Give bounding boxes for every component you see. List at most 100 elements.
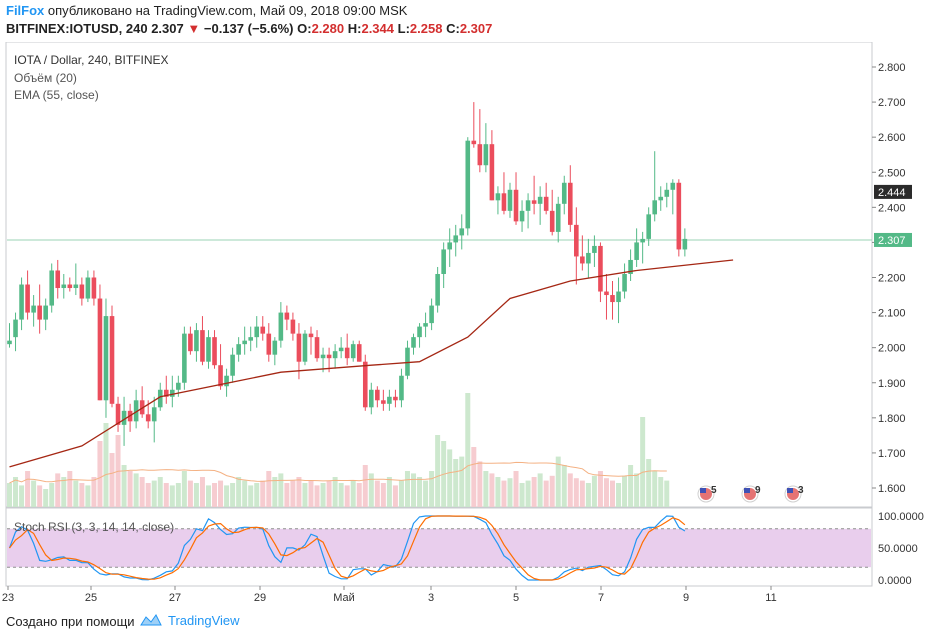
volume-bar [386, 477, 392, 507]
candle-body [194, 330, 199, 352]
volume-bar [477, 461, 483, 507]
stoch-tick-label: 50.0000 [878, 543, 918, 555]
volume-bar [380, 483, 386, 507]
price-tick-label: 2.800 [878, 62, 906, 74]
candle-body [49, 270, 55, 306]
volume-bar [296, 477, 302, 507]
candle-body [290, 319, 296, 334]
tradingview-logo-icon [140, 614, 162, 626]
volume-ma [9, 461, 667, 484]
candle-body [350, 344, 356, 359]
candle-body [634, 242, 639, 260]
volume-bar [97, 441, 103, 507]
volume-bar [501, 480, 507, 507]
volume-bar [79, 483, 85, 507]
candle-body [121, 410, 127, 425]
event-flag-canton [700, 488, 706, 493]
candle-body [248, 337, 253, 341]
candle-body [369, 389, 374, 408]
us-flag-icon[interactable]: 5 [697, 485, 717, 503]
volume-bar [242, 480, 248, 507]
volume-bar [199, 477, 205, 507]
candle-body [387, 396, 392, 404]
symbol-label: BITFINEX:IOTUSD, 240 [6, 21, 148, 36]
candle-body [13, 319, 18, 338]
candle-body [91, 277, 97, 299]
footer-credit: Создано при помощи [6, 614, 135, 629]
candle-body [73, 284, 79, 289]
volume-bar [13, 477, 19, 507]
candle-body [284, 312, 290, 320]
price-chart[interactable]: IOTA / Dollar, 240, BITFINEX Объём (20) … [0, 42, 937, 606]
candle-body [543, 196, 549, 211]
candle-body [652, 200, 658, 215]
high-label: H: [347, 21, 362, 36]
candle-body [85, 277, 91, 299]
candle-body [417, 326, 422, 338]
published-text: опубликовано на TradingView.com, Май 09,… [47, 3, 408, 18]
time-tick-label: 25 [85, 592, 97, 604]
candle-body [604, 291, 609, 296]
candle-body [586, 252, 591, 264]
volume-bar [205, 485, 211, 507]
candle-body [163, 389, 169, 397]
volume-bar [157, 477, 163, 507]
candle-body [598, 245, 603, 292]
time-axis: 23 25 27 29 Май 3 5 7 9 11 [2, 586, 777, 604]
candle-body [453, 235, 459, 243]
volume-bar [537, 473, 543, 507]
candle-body [423, 323, 428, 327]
low-value: 2.258 [409, 21, 443, 36]
candle-body [176, 382, 181, 390]
candle-body [151, 407, 157, 422]
candle-body [628, 259, 633, 274]
tradingview-link[interactable]: TradingView [140, 613, 240, 628]
volume-bar [435, 435, 441, 507]
volume-bar [483, 471, 489, 507]
candle-body [19, 284, 24, 320]
volume-bar [103, 423, 109, 507]
candle-body [97, 298, 103, 401]
time-tick-label: 23 [2, 592, 14, 604]
candle-body [561, 182, 567, 204]
volume-bar [507, 478, 513, 507]
volume-bar [392, 485, 398, 507]
brand-label[interactable]: FilFox [6, 3, 45, 18]
price-tick-label: 1.700 [878, 448, 906, 460]
event-markers: 5 9 3 [697, 485, 804, 503]
candle-body [278, 312, 284, 341]
candle-body [43, 305, 48, 320]
volume-bar [308, 480, 314, 507]
candle-body [567, 182, 573, 225]
volume-bar [664, 480, 670, 507]
volume-bar [429, 471, 435, 507]
candle-body [79, 284, 85, 299]
volume-bar [224, 485, 230, 507]
candle-body [362, 361, 368, 408]
volume-bar [610, 480, 615, 507]
close-value: 2.307 [459, 21, 493, 36]
volume-bar [61, 477, 67, 507]
volume-bar [37, 485, 43, 507]
candle-body [182, 333, 187, 383]
volume-bar [561, 465, 567, 507]
volume-bar [55, 473, 61, 507]
candle-body [109, 316, 115, 404]
volume-bar [350, 480, 356, 507]
volume-bar [495, 477, 501, 507]
volume-bar [43, 489, 49, 507]
volume-bar [163, 483, 169, 507]
candle-body [206, 337, 211, 362]
volume-bar [67, 471, 73, 507]
candle-body [37, 305, 42, 320]
candle-body [254, 326, 260, 338]
last-price: 2.307 [151, 21, 184, 36]
volume-bar [597, 471, 603, 507]
us-flag-icon[interactable]: 3 [784, 485, 804, 503]
us-flag-icon[interactable]: 9 [741, 485, 761, 503]
candle-body [682, 238, 688, 250]
legend-stoch: Stoch RSI (3, 3, 14, 14, close) [14, 520, 174, 534]
volume-bar [145, 483, 151, 507]
candle-body [477, 144, 483, 166]
candle-body [501, 193, 507, 211]
